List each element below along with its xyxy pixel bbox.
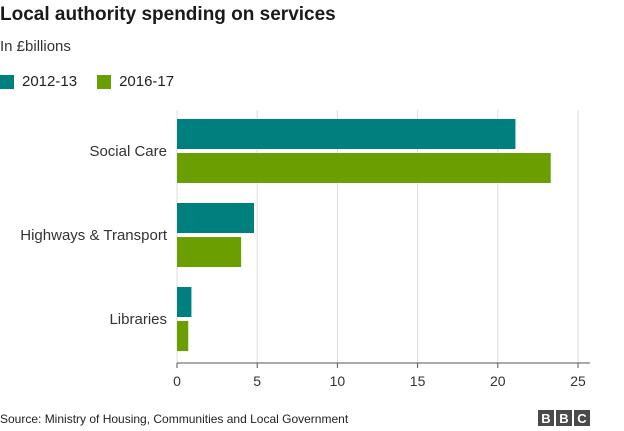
legend-item-2012-13: 2012-13: [0, 73, 77, 90]
bbc-logo-letter: C: [574, 410, 590, 426]
category-label: Social Care: [89, 143, 167, 160]
bar: [177, 153, 551, 183]
bbc-logo-letter: B: [538, 410, 554, 426]
x-tick-label: 20: [490, 373, 506, 389]
legend-label-2012-13: 2012-13: [22, 73, 78, 90]
legend: 2012-13 2016-17: [0, 73, 194, 90]
x-tick-label: 0: [173, 373, 181, 389]
source-note: Source: Ministry of Housing, Communities…: [0, 412, 349, 426]
bar: [177, 321, 189, 351]
x-tick-label: 15: [410, 373, 426, 389]
bar: [177, 203, 254, 233]
category-label: Libraries: [109, 311, 167, 328]
bbc-logo-letter: B: [556, 410, 572, 426]
category-label: Highways & Transport: [20, 227, 168, 244]
legend-swatch-2016-17: [97, 74, 112, 89]
x-tick-label: 10: [330, 373, 346, 389]
chart-subtitle: In £billions: [0, 38, 71, 55]
x-tick-label: 25: [570, 373, 586, 389]
legend-label-2016-17: 2016-17: [119, 73, 175, 90]
bar: [177, 287, 192, 317]
x-tick-label: 5: [253, 373, 261, 389]
bbc-logo: B B C: [536, 410, 590, 426]
legend-swatch-2012-13: [0, 74, 14, 89]
bar: [177, 119, 516, 149]
bar: [177, 237, 242, 267]
legend-item-2016-17: 2016-17: [97, 73, 174, 90]
chart-title: Local authority spending on services: [0, 4, 336, 25]
bar-chart: 0 5 10 15 20 25 Social Care Highways & Transpor…: [20, 110, 590, 389]
